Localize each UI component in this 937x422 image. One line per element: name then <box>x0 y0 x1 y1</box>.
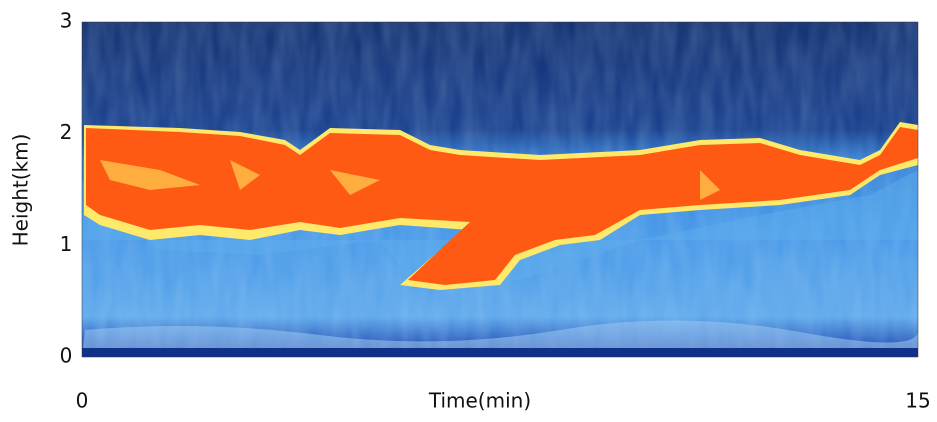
heatmap-field <box>82 22 918 357</box>
x-tick-label: 0 <box>76 389 89 413</box>
x-tick-label: 15 <box>905 389 930 413</box>
y-tick-label: 2 <box>60 120 73 144</box>
x-axis-label: Time(min) <box>428 389 531 413</box>
plot-frame <box>81 21 919 358</box>
y-tick-label: 3 <box>60 9 73 33</box>
y-tick-label: 1 <box>60 232 73 256</box>
y-axis-label: Height(km) <box>9 134 33 247</box>
y-tick-label: 0 <box>60 344 73 368</box>
